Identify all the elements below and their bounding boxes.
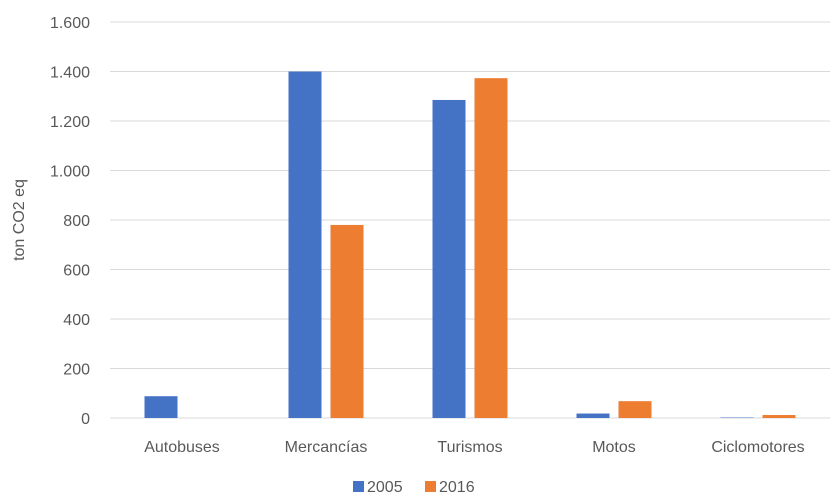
legend-swatch-2016 [425,481,436,492]
y-tick-label: 600 [63,263,90,280]
y-axis-ticks: 0 200 400 600 800 1.000 1.200 1.400 1.600 [50,15,90,428]
y-tick-label: 1.600 [50,15,90,32]
legend-label-2016: 2016 [439,479,475,496]
bar-2005-turismos [432,99,466,419]
x-category-label: Motos [592,439,636,456]
x-category-label: Mercancías [285,439,368,456]
x-category-label: Turismos [437,439,502,456]
legend-swatch-2005 [353,481,364,492]
bar-2016-turismos [474,78,508,419]
bar-2016-mercancías [330,224,364,418]
x-category-label: Ciclomotores [711,439,804,456]
legend-label-2005: 2005 [367,479,403,496]
y-tick-label: 200 [63,362,90,379]
y-tick-label: 1.200 [50,114,90,131]
bar-2005-motos [576,413,610,418]
bar-2005-mercancías [288,71,322,418]
y-tick-label: 1.400 [50,65,90,82]
bars [144,71,796,419]
y-tick-label: 0 [81,411,90,428]
bar-2016-motos [618,401,652,418]
x-axis-categories: Autobuses Mercancías Turismos Motos Ciclomot… [144,439,804,456]
gridlines [110,21,830,419]
bar-2016-ciclomotores [762,415,796,418]
bar-2005-autobuses [144,396,178,418]
y-tick-label: 400 [63,312,90,329]
y-axis-title: ton CO2 eq [11,179,28,261]
y-tick-label: 800 [63,213,90,230]
y-tick-label: 1.000 [50,164,90,181]
x-category-label: Autobuses [144,439,220,456]
legend: 2005 2016 [353,479,475,496]
